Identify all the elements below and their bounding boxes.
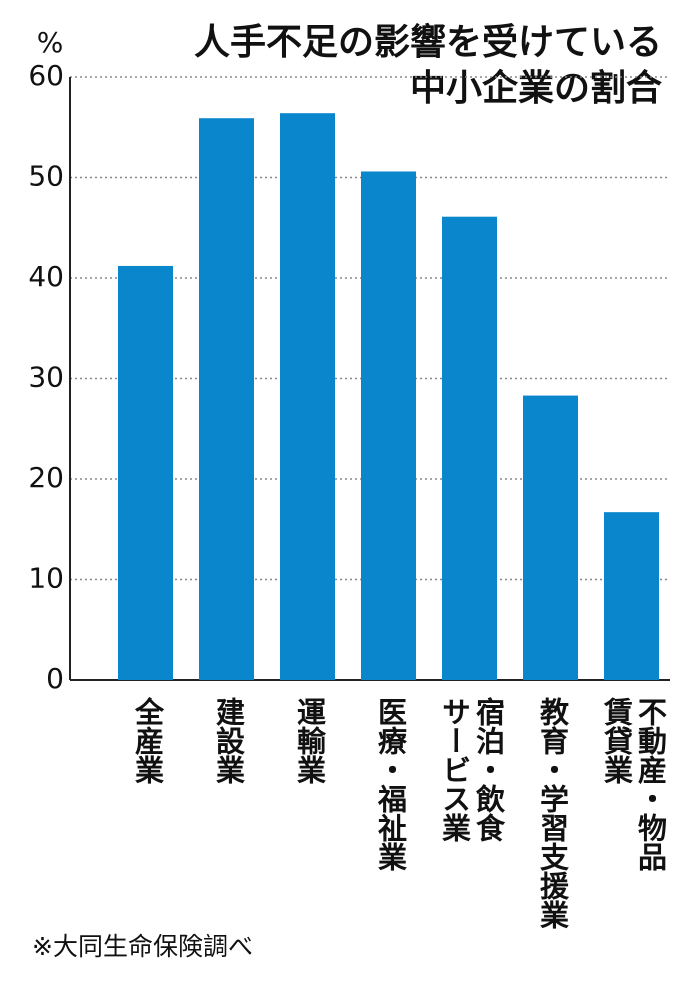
x-tick-label: 宿泊・飲食 [472, 696, 506, 843]
bar [118, 265, 173, 680]
y-tick-label: 0 [46, 662, 64, 695]
y-tick-label: 20 [28, 461, 64, 494]
y-tick-label: 60 [28, 59, 64, 92]
x-tick-label: 賃貸業 [600, 697, 635, 784]
x-tick-label: サービス業 [438, 697, 472, 842]
y-tick-label: 50 [28, 160, 64, 193]
chart-title: 人手不足の影響を受けている [194, 21, 662, 63]
x-tick-label: 不動産・物品 [634, 697, 668, 871]
y-tick-label: 40 [28, 260, 64, 293]
y-tick-label: 10 [28, 562, 64, 595]
chart-title: 中小企業の割合 [410, 67, 662, 109]
bar [604, 512, 659, 680]
x-tick-label: 運輸業 [293, 697, 327, 784]
bar [361, 171, 416, 680]
bar [199, 118, 254, 680]
bar [280, 113, 335, 681]
x-tick-label: 建設業 [212, 697, 246, 784]
x-tick-label: 全産業 [131, 696, 166, 784]
bar [442, 216, 497, 680]
y-tick-label: 30 [28, 361, 64, 394]
source-note: ※大同生命保険調べ [32, 932, 253, 961]
bar [523, 395, 578, 680]
x-tick-label: 教育・学習支援業 [536, 697, 570, 929]
y-unit: % [37, 26, 64, 59]
x-tick-label: 医療・福祉業 [374, 697, 409, 871]
